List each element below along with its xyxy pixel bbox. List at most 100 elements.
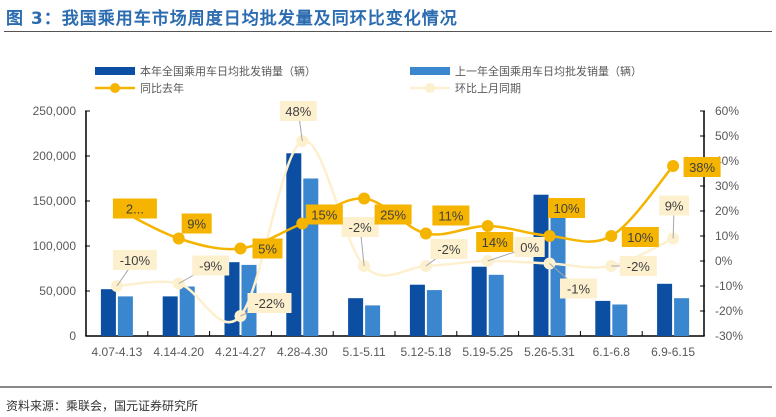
yoy-data-label: 25% bbox=[380, 208, 406, 223]
yoy-data-label: 10% bbox=[553, 201, 579, 216]
yoy-data-label-box bbox=[548, 198, 585, 218]
yoy-point bbox=[172, 232, 185, 245]
yoy-data-label: 11% bbox=[438, 209, 463, 224]
x-tick-label: 5.12-5.18 bbox=[401, 345, 452, 359]
x-tick-label: 4.21-4.27 bbox=[215, 345, 266, 359]
right-tick-label: -10% bbox=[715, 279, 743, 293]
mom-data-label-box bbox=[192, 255, 230, 276]
yoy-point bbox=[543, 230, 556, 242]
mom-data-label: -1% bbox=[567, 282, 591, 297]
yoy-point bbox=[481, 220, 494, 232]
yoy-point bbox=[358, 192, 371, 205]
mom-data-label: 9% bbox=[665, 199, 684, 214]
mom-data-label-box bbox=[279, 101, 317, 121]
bar-current-year bbox=[533, 194, 549, 336]
left-tick-label: 100,000 bbox=[33, 239, 77, 253]
mom-data-label-box bbox=[619, 256, 657, 276]
yoy-data-label-box bbox=[305, 204, 343, 225]
left-tick-label: 250,000 bbox=[33, 104, 77, 118]
right-tick-label: 50% bbox=[715, 129, 739, 143]
yoy-data-label: 15% bbox=[311, 208, 337, 223]
title-divider bbox=[4, 31, 772, 32]
right-tick-label: 60% bbox=[715, 104, 739, 118]
yoy-point bbox=[605, 230, 618, 242]
x-tick-label: 4.14-4.20 bbox=[153, 345, 204, 359]
bar-last-year bbox=[117, 296, 133, 336]
footer-divider bbox=[0, 386, 772, 388]
bar-last-year bbox=[426, 290, 442, 336]
yoy-data-label-box bbox=[181, 213, 212, 234]
yoy-data-label: 14% bbox=[482, 235, 508, 250]
legend-label: 本年全国乘用车日均批发销量（辆） bbox=[140, 64, 316, 78]
bar-last-year bbox=[550, 213, 566, 336]
yoy-data-label: 10% bbox=[627, 230, 653, 245]
mom-data-label: -2% bbox=[627, 259, 651, 274]
legend-label: 同比去年 bbox=[140, 81, 184, 95]
legend-swatch-marker bbox=[110, 83, 120, 93]
yoy-data-label-box bbox=[683, 157, 721, 177]
yoy-point bbox=[234, 242, 247, 255]
yoy-point bbox=[667, 160, 680, 172]
left-tick-label: 0 bbox=[69, 329, 76, 343]
right-tick-label: -20% bbox=[715, 304, 743, 318]
x-tick-label: 5.19-5.25 bbox=[462, 345, 513, 359]
legend-swatch-bar bbox=[95, 67, 135, 75]
bar-last-year bbox=[365, 305, 381, 336]
bar-current-year bbox=[471, 266, 487, 336]
bar-current-year bbox=[595, 300, 611, 336]
mom-data-label-box bbox=[659, 195, 690, 216]
mom-data-label: 0% bbox=[520, 240, 539, 255]
yoy-data-label: 2... bbox=[126, 202, 144, 217]
mom-data-label-box bbox=[514, 237, 545, 257]
mom-data-label-box bbox=[560, 278, 597, 299]
right-tick-label: 10% bbox=[715, 229, 739, 243]
left-tick-label: 150,000 bbox=[33, 194, 77, 208]
yoy-data-label-box bbox=[476, 232, 514, 252]
mom-data-label: 48% bbox=[285, 104, 311, 119]
yoy-data-label-box bbox=[432, 205, 470, 226]
source-note: 资料来源：乘联会，国元证券研究所 bbox=[6, 399, 199, 413]
bar-last-year bbox=[303, 178, 319, 336]
yoy-point bbox=[296, 217, 309, 230]
x-tick-label: 4.28-4.30 bbox=[277, 345, 328, 359]
bar-current-year bbox=[100, 289, 116, 336]
left-tick-label: 50,000 bbox=[39, 284, 76, 298]
right-tick-label: 0% bbox=[715, 254, 733, 268]
x-tick-label: 5.26-5.31 bbox=[524, 345, 575, 359]
bar-current-year bbox=[348, 298, 364, 336]
yoy-data-label-box bbox=[112, 198, 157, 219]
mom-data-label: -9% bbox=[199, 259, 223, 274]
x-tick-label: 6.1-6.8 bbox=[593, 345, 631, 359]
yoy-data-label: 38% bbox=[689, 160, 715, 175]
yoy-data-label: 9% bbox=[187, 217, 206, 232]
x-tick-label: 6.9-6.15 bbox=[651, 345, 695, 359]
legend-label: 上一年全国乘用车日均批发销量（辆） bbox=[455, 64, 642, 78]
yoy-point bbox=[419, 227, 432, 240]
left-tick-label: 200,000 bbox=[33, 149, 77, 163]
x-tick-label: 4.07-4.13 bbox=[92, 345, 143, 359]
x-tick-label: 5.1-5.11 bbox=[343, 345, 386, 359]
yoy-data-label-box bbox=[252, 238, 283, 259]
right-tick-label: 20% bbox=[715, 204, 739, 218]
bar-current-year bbox=[657, 283, 673, 336]
legend-swatch-marker bbox=[425, 83, 435, 93]
mom-data-label-box bbox=[430, 239, 468, 259]
bar-current-year bbox=[286, 153, 302, 336]
mom-data-label: -22% bbox=[254, 296, 285, 311]
figure-title: 图 3：我国乘用车市场周度日均批发量及同环比变化情况 bbox=[6, 9, 458, 29]
right-tick-label: 40% bbox=[715, 154, 739, 168]
mom-data-label-box bbox=[247, 293, 292, 313]
bar-last-year bbox=[488, 274, 504, 336]
bar-current-year bbox=[409, 284, 425, 336]
mom-data-label-box bbox=[112, 250, 157, 270]
bar-last-year bbox=[612, 304, 628, 336]
bar-last-year bbox=[674, 298, 690, 336]
yoy-data-label-box bbox=[621, 227, 659, 247]
yoy-data-label: 5% bbox=[258, 242, 277, 257]
mom-data-label: -2% bbox=[437, 242, 461, 257]
mom-data-label-box bbox=[341, 217, 379, 237]
bar-current-year bbox=[162, 296, 178, 336]
yoy-data-label-box bbox=[374, 204, 412, 225]
right-tick-label: -30% bbox=[715, 329, 743, 343]
